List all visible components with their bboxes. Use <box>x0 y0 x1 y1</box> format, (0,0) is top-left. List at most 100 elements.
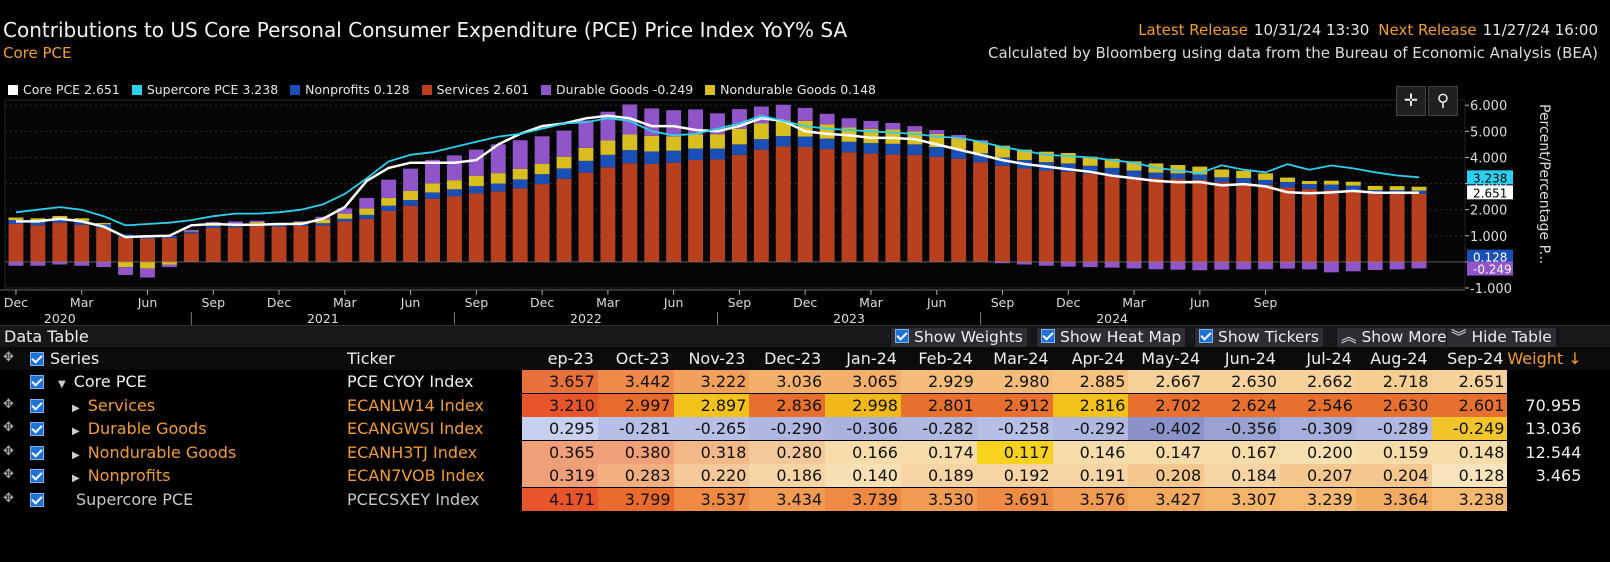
collapse-caret-icon[interactable]: ▼ <box>58 379 66 390</box>
end-label-box <box>1467 249 1513 264</box>
value-cell: 0.319 <box>522 464 598 487</box>
x-tick-label: Sep <box>728 295 752 310</box>
column-header: Oct-23 <box>615 349 670 368</box>
bar-segment <box>951 134 967 138</box>
hide-table-button[interactable]: ︾ Hide Table <box>1446 328 1556 347</box>
bar-segment <box>907 154 923 262</box>
column-header: Jan-24 <box>846 349 897 368</box>
bar-segment <box>775 146 791 262</box>
table-row[interactable]: ✥ ▶ Nonprofits ECAN7VOB Index 0.319 0.283 0.22… <box>0 464 1610 487</box>
legend-item[interactable]: Core PCE 2.651 <box>8 82 120 97</box>
bar-segment <box>52 215 68 219</box>
chart-header: Contributions to US Core Personal Consum… <box>0 0 1610 100</box>
table-row[interactable]: ✥ ▶ Nondurable Goods ECANH3TJ Index 0.365 0.3… <box>0 440 1610 464</box>
legend-item[interactable]: Supercore PCE 3.238 <box>131 82 278 97</box>
bar-segment <box>468 193 484 262</box>
show-weights-toggle[interactable]: Show Weights <box>890 328 1027 347</box>
value-cell: 0.174 <box>901 440 977 464</box>
bar-segment <box>995 145 1010 158</box>
row-checkbox[interactable] <box>30 398 44 413</box>
show-weights-label: Show Weights <box>914 328 1023 346</box>
bar-segment <box>753 123 769 140</box>
bar-segment <box>929 147 945 157</box>
bar-segment <box>1082 261 1098 268</box>
series-name: Supercore PCE <box>76 488 193 511</box>
table-row[interactable]: ▼ Core PCE PCE CYOY Index 3.657 3.442 3.222 3.… <box>0 370 1610 393</box>
column-header: ep-23 <box>547 349 594 368</box>
y-tick-label: 1.000 <box>1470 230 1507 245</box>
weight-cell: 3.465 <box>1535 466 1582 485</box>
expand-caret-icon[interactable]: ▶ <box>72 449 80 461</box>
bar-segment <box>52 222 68 262</box>
value-cell: -0.265 <box>673 417 750 440</box>
row-checkbox[interactable] <box>30 375 44 389</box>
bar-segment <box>951 149 967 159</box>
bar-segment <box>359 208 375 215</box>
value-cell: 0.295 <box>522 417 598 440</box>
show-more-button[interactable]: ︽ Show More <box>1336 328 1451 347</box>
show-tickers-toggle[interactable]: Show Tickers <box>1194 328 1323 347</box>
value-cell: 3.739 <box>825 487 901 511</box>
table-row[interactable]: ✥ Supercore PCE PCECSXEY Index 4.171 3.799 3.… <box>0 487 1610 511</box>
legend-item[interactable]: Nondurable Goods 0.148 <box>705 82 876 97</box>
value-cell: 3.239 <box>1280 487 1356 511</box>
table-row[interactable]: ✥ ▶ Durable Goods ECANGWSI Index 0.295 -0.281… <box>0 417 1610 440</box>
value-cell: 0.380 <box>597 440 674 464</box>
expand-caret-icon[interactable]: ▶ <box>72 402 80 414</box>
value-cell: 0.189 <box>901 464 977 487</box>
bar-segment <box>359 218 375 262</box>
bar-segment <box>1148 261 1164 270</box>
bar-segment <box>534 136 550 164</box>
row-checkbox[interactable] <box>30 492 44 507</box>
bar-segment <box>161 264 177 268</box>
latest-release-value: 10/31/24 13:30 <box>1253 21 1370 39</box>
chart-subtitle: Core PCE <box>3 44 72 62</box>
bar-segment <box>556 130 572 157</box>
legend-item[interactable]: Durable Goods -0.249 <box>541 82 693 97</box>
show-heat-map-toggle[interactable]: Show Heat Map <box>1036 328 1186 347</box>
row-checkbox[interactable] <box>30 445 44 460</box>
ticker-cell: ECANLW14 Index <box>347 395 484 415</box>
expand-caret-icon[interactable]: ▶ <box>72 426 80 437</box>
show-tickers-label: Show Tickers <box>1218 328 1319 346</box>
zoom-icon[interactable]: ⚲ <box>1428 86 1458 116</box>
x-tick-label: Sep <box>991 295 1015 310</box>
expand-caret-icon[interactable]: ▶ <box>72 473 80 484</box>
value-cell: 2.601 <box>1431 393 1508 417</box>
column-header: Aug-24 <box>1370 349 1428 368</box>
legend-item[interactable]: Nonprofits 0.128 <box>290 82 410 97</box>
data-table-title: Data Table <box>4 327 89 346</box>
bar-segment <box>1280 261 1295 269</box>
value-cell: 0.192 <box>976 464 1053 487</box>
row-checkbox[interactable] <box>30 422 44 436</box>
move-handle-icon[interactable]: ✥ <box>3 443 14 459</box>
bar-segment <box>1126 261 1142 269</box>
value-cell: -0.290 <box>749 417 826 440</box>
legend-item[interactable]: Services 2.601 <box>421 82 529 97</box>
value-cell: 0.208 <box>1128 464 1205 487</box>
bar-segment <box>973 153 989 163</box>
move-handle-icon[interactable]: ✥ <box>3 350 14 365</box>
x-tick-label: Sep <box>1254 295 1278 310</box>
x-tick-label: Dec <box>4 295 28 310</box>
checkbox-icon <box>1199 329 1213 343</box>
value-cell: 2.630 <box>1204 370 1280 393</box>
move-handle-icon[interactable]: ✥ <box>3 467 14 482</box>
bar-segment <box>731 154 747 262</box>
row-checkbox[interactable] <box>30 352 44 366</box>
move-handle-icon[interactable]: ✥ <box>3 420 14 435</box>
bar-segment <box>534 163 550 175</box>
move-handle-icon[interactable]: ✥ <box>3 396 14 412</box>
bar-segment <box>753 149 769 262</box>
bar-segment <box>1280 181 1295 188</box>
bar-segment <box>468 149 484 176</box>
move-handle-icon[interactable]: ✥ <box>3 490 14 506</box>
row-checkbox[interactable] <box>30 469 44 483</box>
bar-segment <box>995 165 1010 262</box>
bar-segment <box>1345 181 1361 186</box>
series-name: ▶ Services <box>72 394 155 417</box>
crosshair-icon[interactable]: ✛ <box>1396 86 1426 116</box>
table-row[interactable]: ✥ ▶ Services ECANLW14 Index 3.210 2.997 2.897 2… <box>0 393 1610 417</box>
bar-segment <box>600 140 616 155</box>
bar-segment <box>118 237 134 262</box>
